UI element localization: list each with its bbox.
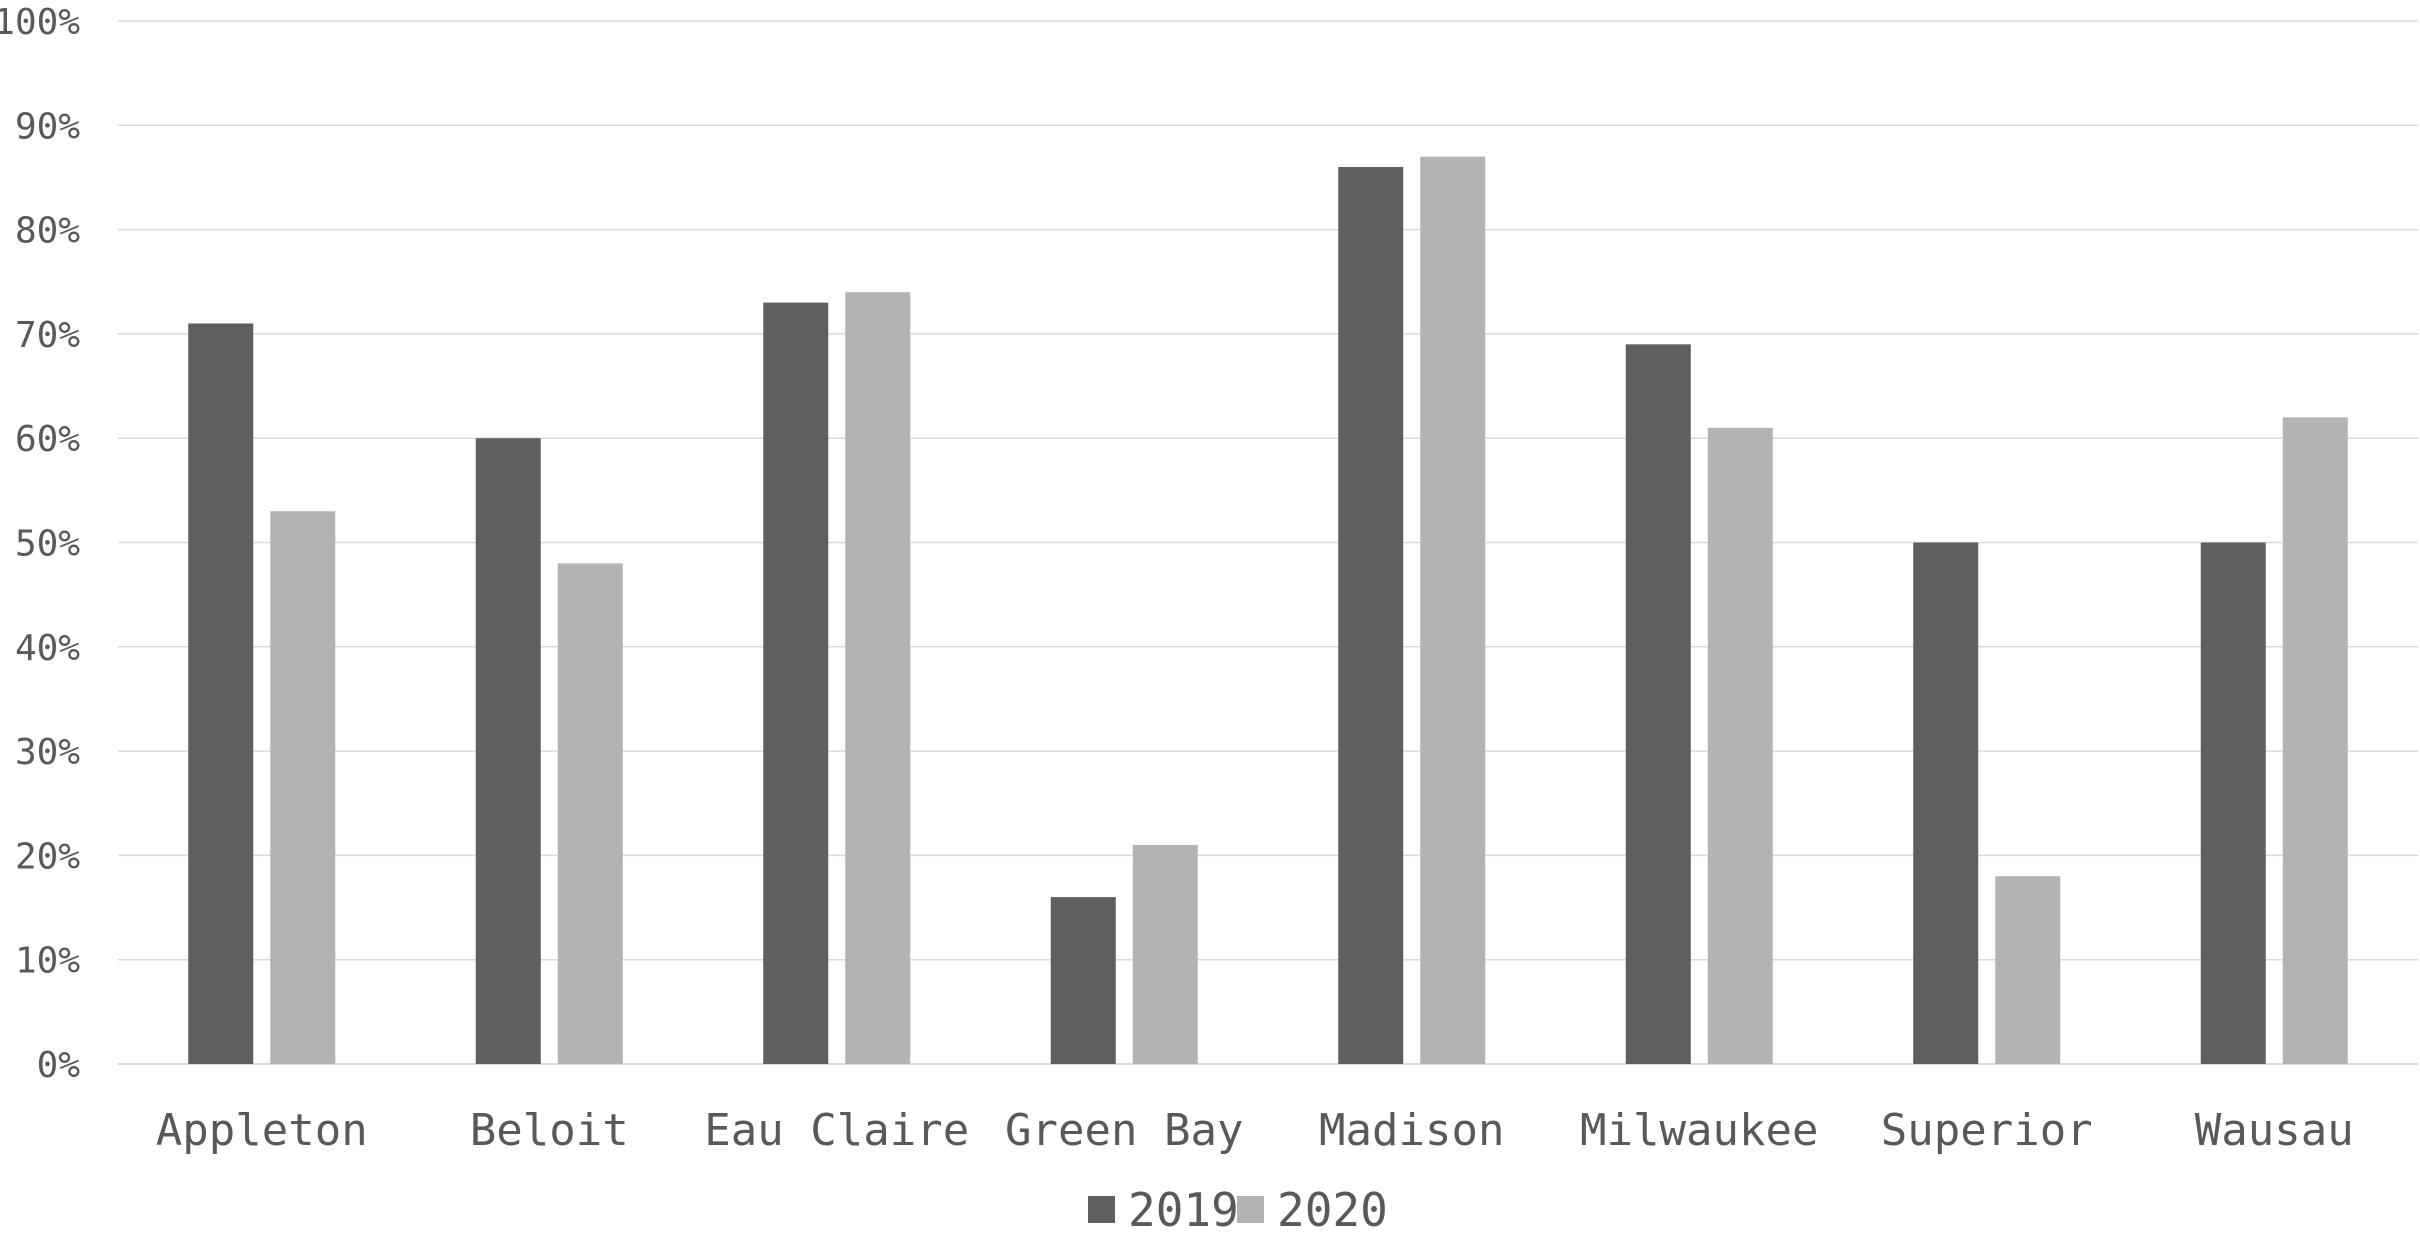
bar-2020-superior: [1995, 876, 2061, 1064]
bar-2020-eau-claire: [845, 292, 911, 1064]
y-tick-label: 30%: [15, 732, 80, 773]
x-category-label: Eau Claire: [704, 1105, 969, 1156]
x-axis-categories: Appleton Beloit Eau Claire Green Bay Madison…: [156, 1105, 2354, 1156]
y-tick-label: 50%: [15, 524, 80, 565]
y-tick-label: 90%: [15, 106, 80, 147]
x-category-label: Green Bay: [1005, 1105, 1243, 1156]
bar-2019-eau-claire: [763, 302, 829, 1064]
x-category-label: Madison: [1319, 1105, 1504, 1156]
x-category-label: Milwaukee: [1580, 1105, 1818, 1156]
bar-2020-madison: [1420, 156, 1486, 1065]
y-tick-label: 60%: [15, 419, 80, 460]
y-tick-label: 70%: [15, 315, 80, 356]
bar-2019-superior: [1913, 542, 1979, 1064]
bar-2020-green-bay: [1132, 844, 1198, 1064]
y-tick-label: 10%: [15, 941, 80, 982]
bar-2019-appleton: [188, 323, 254, 1065]
x-category-label: Beloit: [470, 1105, 629, 1156]
bar-2019-wausau: [2200, 542, 2266, 1064]
y-tick-label: 100%: [0, 2, 80, 43]
bar-2019-beloit: [475, 438, 541, 1064]
bar-2020-wausau: [2282, 417, 2348, 1065]
x-category-label: Appleton: [156, 1105, 368, 1156]
bar-2019-madison: [1338, 167, 1404, 1064]
y-tick-label: 80%: [15, 211, 80, 252]
legend-swatch-2019: [1088, 1196, 1115, 1223]
legend-label-2020: 2020: [1277, 1183, 1388, 1234]
legend-label-2019: 2019: [1128, 1183, 1239, 1234]
legend: 2019 2020: [1088, 1183, 1388, 1237]
bar-2019-milwaukee: [1625, 344, 1691, 1065]
gridlines: [118, 20, 2418, 1065]
x-category-label: Wausau: [2195, 1105, 2354, 1156]
bars: [188, 156, 2348, 1065]
bar-2020-milwaukee: [1707, 427, 1773, 1064]
bar-2020-appleton: [270, 511, 336, 1065]
x-category-label: Superior: [1881, 1105, 2093, 1156]
y-tick-label: 40%: [15, 628, 80, 669]
bar-2020-beloit: [557, 563, 623, 1064]
y-tick-label: 0%: [37, 1045, 81, 1086]
y-tick-label: 20%: [15, 836, 80, 877]
bar-2019-green-bay: [1050, 897, 1116, 1064]
y-axis-ticks: 0% 10% 20% 30% 40% 50% 60% 70% 80% 90% 100%: [0, 2, 80, 1086]
legend-swatch-2020: [1237, 1196, 1264, 1223]
